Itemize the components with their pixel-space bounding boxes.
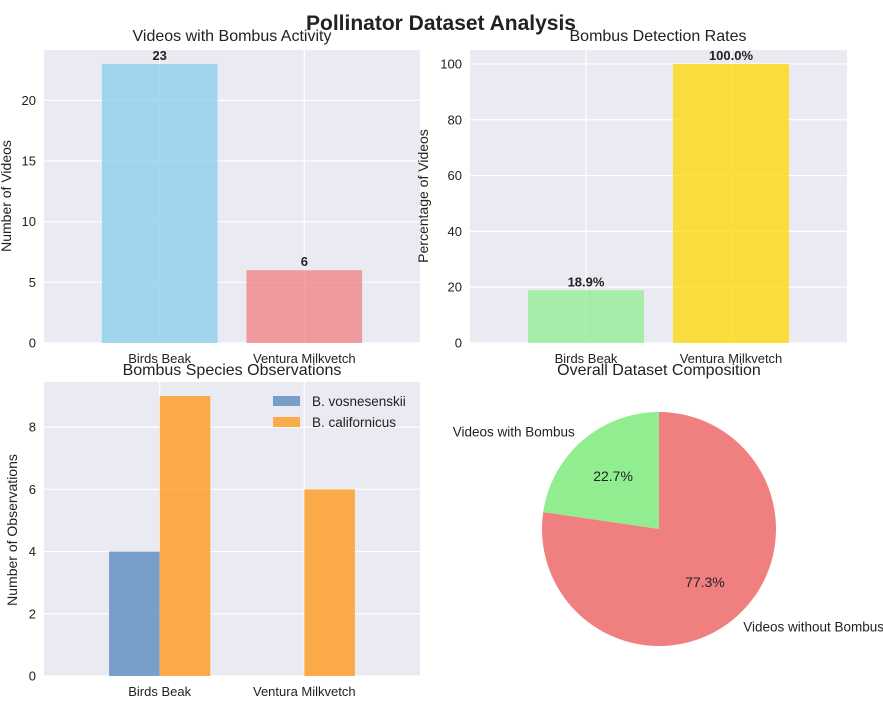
- plot-area: [470, 50, 847, 343]
- bar-value-label: 23: [152, 48, 166, 63]
- bars: 23 6: [101, 48, 363, 343]
- chart-title: Bombus Species Observations: [123, 362, 342, 379]
- bar-0: [528, 290, 644, 343]
- x-tick-label: Birds Beak: [128, 684, 191, 699]
- axis-ticks: 0 2 4 6 8 Birds Beak Ventura Milkvetch: [29, 420, 356, 699]
- y-tick-label: 40: [448, 224, 462, 239]
- bar-value-label: 18.9%: [568, 274, 605, 289]
- legend-swatch-californicus: [273, 417, 300, 427]
- y-tick-label: 0: [29, 336, 36, 351]
- chart-title: Bombus Detection Rates: [570, 28, 747, 45]
- bar-bvosnesenskii-0: [109, 551, 160, 676]
- y-axis-label: Number of Observations: [4, 454, 20, 606]
- bars: 18.9% 100.0%: [528, 48, 789, 343]
- y-tick-label: 6: [29, 482, 36, 497]
- panel-detection-rates: 18.9% 100.0% 0 20 40 60 80 100 Birds Beak Ventur…: [415, 28, 847, 366]
- x-tick-label: Birds Beak: [555, 351, 618, 366]
- x-tick-label: Ventura Milkvetch: [253, 351, 356, 366]
- y-tick-label: 60: [448, 168, 462, 183]
- y-tick-label: 0: [455, 336, 462, 351]
- y-tick-label: 4: [29, 544, 36, 559]
- panel-species-observations: 0 2 4 6 8 Birds Beak Ventura Milkvetch Bombus …: [4, 362, 420, 699]
- y-tick-label: 20: [448, 280, 462, 295]
- plot-area: [44, 382, 420, 676]
- axis-ticks: 0 5 10 15 20 Birds Beak Ventura Milkvetch: [22, 93, 356, 366]
- legend-label-vosnesenskii: B. vosnesenskii: [312, 394, 406, 409]
- pie: 22.7% Videos with Bombus 77.3% Videos witho…: [453, 412, 883, 646]
- pie-slice-label: Videos with Bombus: [453, 425, 575, 440]
- y-tick-label: 20: [22, 93, 36, 108]
- bar-1: [246, 270, 363, 343]
- bar-value-label: 6: [301, 254, 308, 269]
- y-tick-label: 0: [29, 669, 36, 684]
- x-tick-label: Ventura Milkvetch: [253, 684, 356, 699]
- pie-pct-label: 22.7%: [593, 468, 633, 484]
- bar-1: [673, 63, 789, 343]
- bars: [109, 396, 355, 676]
- y-tick-label: 2: [29, 606, 36, 621]
- bar-bcalifornicus-1: [304, 489, 355, 676]
- y-axis-label: Number of Videos: [0, 140, 14, 252]
- y-tick-label: 8: [29, 420, 36, 435]
- y-tick-label: 10: [22, 214, 36, 229]
- pie-slice-0: [543, 412, 659, 529]
- bar-bcalifornicus-0: [159, 396, 211, 676]
- figure-title: Pollinator Dataset Analysis: [306, 12, 576, 35]
- y-tick-label: 5: [29, 275, 36, 290]
- chart-title: Overall Dataset Composition: [557, 362, 761, 379]
- panel-dataset-composition: 22.7% Videos with Bombus 77.3% Videos witho…: [453, 362, 883, 646]
- legend-swatch-vosnesenskii: [273, 396, 300, 406]
- chart-title: Videos with Bombus Activity: [133, 28, 332, 45]
- y-axis-label: Percentage of Videos: [415, 129, 431, 263]
- x-tick-label: Birds Beak: [128, 351, 191, 366]
- plot-area: [44, 50, 420, 343]
- y-tick-label: 100: [440, 56, 462, 71]
- legend-label-californicus: B. californicus: [312, 415, 396, 430]
- pie-pct-label: 77.3%: [685, 574, 725, 590]
- bar-0: [101, 63, 218, 343]
- y-tick-label: 15: [22, 154, 36, 169]
- y-tick-label: 80: [448, 112, 462, 127]
- x-tick-label: Ventura Milkvetch: [680, 351, 783, 366]
- axis-ticks: 0 20 40 60 80 100 Birds Beak Ventura Milkvetch: [440, 56, 782, 366]
- pie-slice-1: [542, 412, 776, 646]
- legend: B. vosnesenskii B. californicus: [273, 394, 406, 430]
- bar-value-label: 100.0%: [709, 48, 754, 63]
- pie-slice-label: Videos without Bombus: [743, 619, 883, 634]
